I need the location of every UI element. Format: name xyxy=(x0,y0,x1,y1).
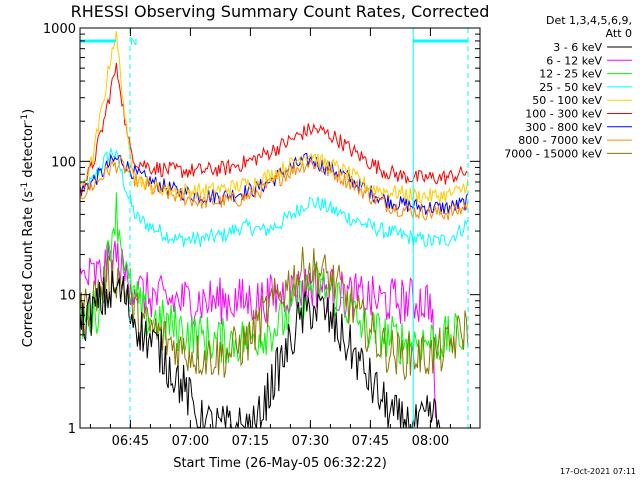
y-axis: 1 10 100 1000 xyxy=(43,22,480,437)
x-tick-label-2: 07:15 xyxy=(232,434,269,449)
y-tick-label-0: 1 xyxy=(68,422,76,437)
series-line-8 xyxy=(79,246,469,381)
x-axis-label: Start Time (26-May-05 06:32:22) xyxy=(173,456,387,471)
series-line-6 xyxy=(79,152,469,215)
legend-label-0: 3 - 6 keV xyxy=(553,41,602,54)
series-layer xyxy=(79,31,469,430)
x-axis: 06:45 07:00 07:15 07:30 07:45 08:00 xyxy=(89,28,471,449)
series-line-5 xyxy=(79,62,469,195)
y-axis-label: Corrected Count Rate (s-1 detector-1) xyxy=(20,109,36,347)
legend-label-2: 12 - 25 keV xyxy=(539,68,602,81)
series-line-4 xyxy=(79,31,469,204)
chart-title: RHESSI Observing Summary Count Rates, Co… xyxy=(71,2,490,21)
legend-label-8: 7000 - 15000 keV xyxy=(504,147,602,160)
legend-label-3: 25 - 50 keV xyxy=(539,81,602,94)
x-tick-label-5: 08:00 xyxy=(412,434,449,449)
flag-n-label: N xyxy=(130,37,137,48)
y-axis-label-mid: detector xyxy=(21,122,36,182)
x-tick-label-1: 07:00 xyxy=(172,434,209,449)
legend-title-1: Det 1,3,4,5,6,9, xyxy=(546,14,632,27)
series-line-1 xyxy=(79,240,437,419)
x-tick-label-0: 06:45 xyxy=(112,434,149,449)
y-tick-label-2: 100 xyxy=(51,155,76,170)
series-line-3 xyxy=(79,146,469,248)
y-axis-label-end: ) xyxy=(21,109,36,114)
legend-label-7: 800 - 7000 keV xyxy=(518,134,602,147)
series-line-0 xyxy=(79,270,441,430)
y-tick-label-3: 1000 xyxy=(43,22,76,37)
legend-label-4: 50 - 100 keV xyxy=(532,94,602,107)
footer-timestamp: 17-Oct-2021 07:11 xyxy=(560,467,636,476)
plot-frame xyxy=(79,27,481,429)
y-axis-label-sup1: -1 xyxy=(20,182,30,191)
legend-title-2: Att 0 xyxy=(606,27,632,40)
legend-label-1: 6 - 12 keV xyxy=(546,54,602,67)
legend-label-5: 100 - 300 keV xyxy=(525,108,602,121)
y-axis-label-sup2: -1 xyxy=(20,114,30,123)
x-tick-label-3: 07:30 xyxy=(292,434,329,449)
y-tick-label-1: 10 xyxy=(59,289,76,304)
x-tick-label-4: 07:45 xyxy=(352,434,389,449)
series-line-2 xyxy=(79,192,465,365)
y-axis-label-main: Corrected Count Rate (s xyxy=(21,191,36,348)
series-line-7 xyxy=(79,155,469,221)
plot-area: N 06:45 07:00 07:15 07:30 07:45 08:00 1101001… xyxy=(43,22,481,449)
legend-label-6: 300 - 800 keV xyxy=(525,121,602,134)
